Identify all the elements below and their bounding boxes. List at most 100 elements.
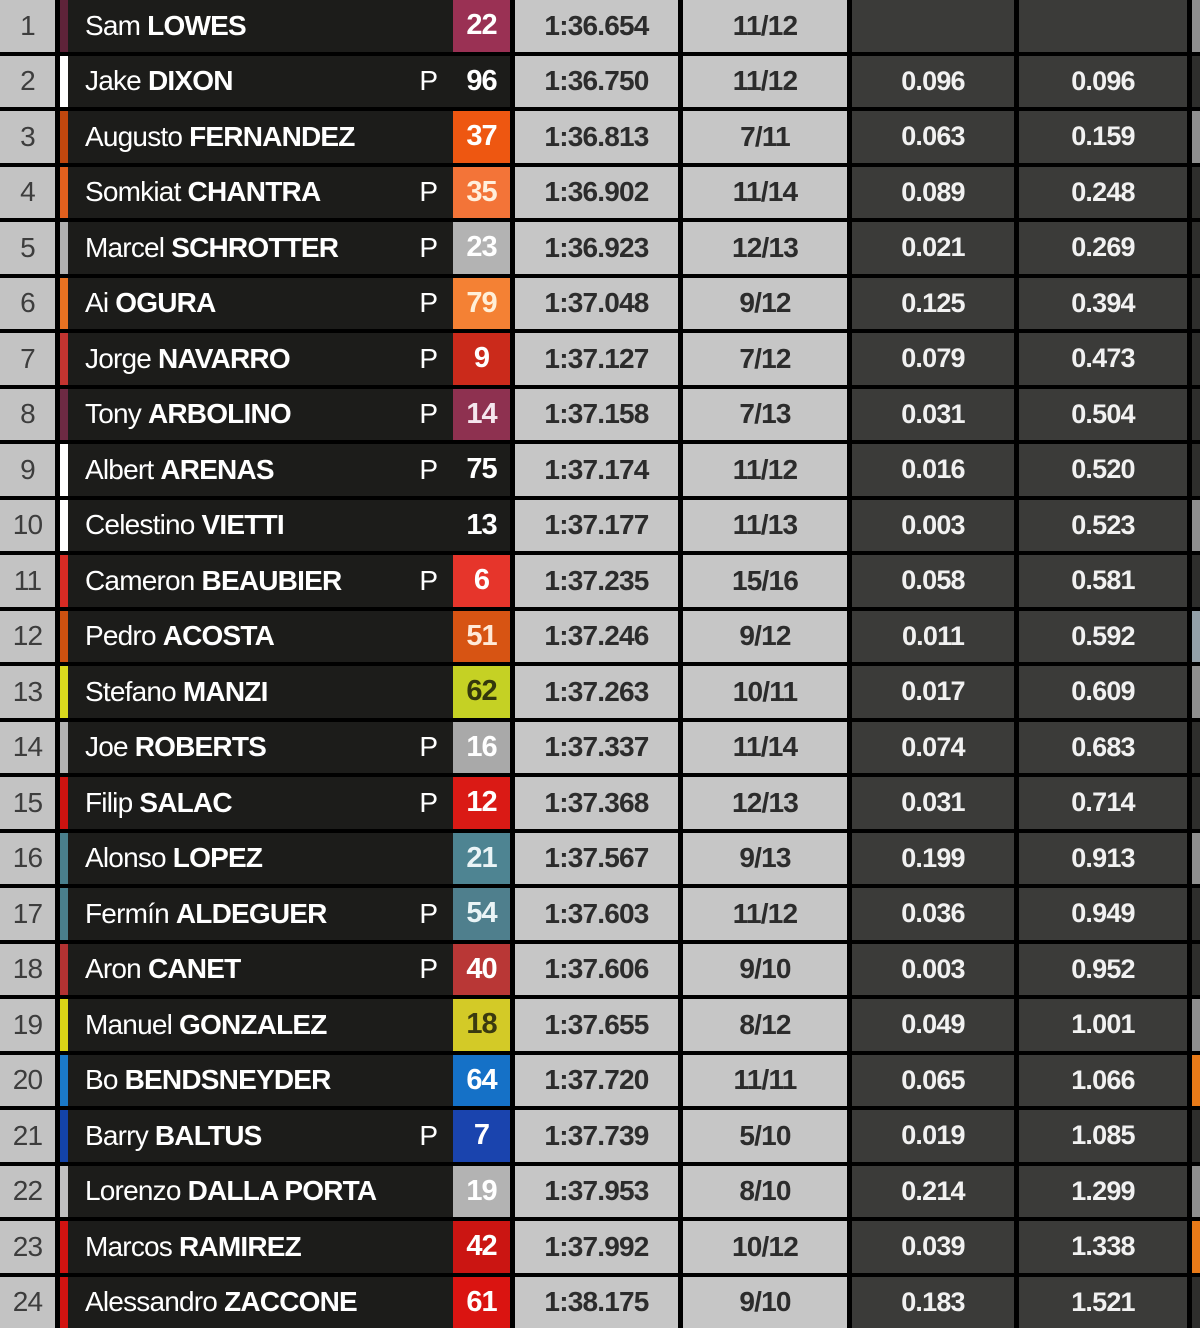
- rider-first-name: Jorge: [85, 342, 159, 374]
- right-edge-strip: [1192, 499, 1200, 551]
- best-lap-time-cell: 1:37.048: [515, 277, 678, 329]
- table-row[interactable]: 5 Marcel SCHROTTER P 23 1:36.923 12/13 0.021 0.…: [0, 222, 1200, 274]
- table-row[interactable]: 6 Ai OGURA P 79 1:37.048 9/12 0.125 0.394: [0, 277, 1200, 329]
- table-row[interactable]: 24 Alessandro ZACCONE 61 1:38.175 9/10 0.183 1…: [0, 1276, 1200, 1328]
- rider-name: Alessandro ZACCONE: [85, 1286, 358, 1318]
- lap-count-cell: 7/13: [683, 388, 847, 440]
- rider-cell: Filip SALAC P 12: [60, 777, 510, 829]
- lap-count-cell: 8/10: [683, 1165, 847, 1217]
- rider-number-badge: 37: [453, 111, 510, 163]
- lap-count-cell: 5/10: [683, 1110, 847, 1162]
- right-edge-strip: [1192, 666, 1200, 718]
- rider-number-badge: 54: [453, 888, 510, 940]
- lap-count-cell: 11/14: [683, 166, 847, 218]
- rider-first-name: Aron: [85, 953, 148, 985]
- best-lap-time-cell: 1:37.337: [515, 721, 678, 773]
- team-color-strip: [60, 0, 68, 52]
- position-cell: 7: [0, 333, 55, 385]
- table-row[interactable]: 22 Lorenzo DALLA PORTA 19 1:37.953 8/10 0.214…: [0, 1165, 1200, 1217]
- table-row[interactable]: 4 Somkiat CHANTRA P 35 1:36.902 11/14 0.089 0.2…: [0, 166, 1200, 218]
- table-row[interactable]: 8 Tony ARBOLINO P 14 1:37.158 7/13 0.031 0.504: [0, 388, 1200, 440]
- team-color-strip: [60, 1054, 68, 1106]
- best-lap-time-cell: 1:37.177: [515, 499, 678, 551]
- table-row[interactable]: 7 Jorge NAVARRO P 9 1:37.127 7/12 0.079 0.473: [0, 333, 1200, 385]
- pit-indicator: P: [419, 897, 438, 929]
- table-row[interactable]: 23 Marcos RAMIREZ 42 1:37.992 10/12 0.039 1.33…: [0, 1221, 1200, 1273]
- table-row[interactable]: 1 Sam LOWES 22 1:36.654 11/12: [0, 0, 1200, 52]
- table-row[interactable]: 20 Bo BENDSNEYDER 64 1:37.720 11/11 0.065 1.06…: [0, 1054, 1200, 1106]
- best-lap-time-cell: 1:37.953: [515, 1165, 678, 1217]
- rider-last-name: ACOSTA: [162, 620, 275, 652]
- gap-first-cell: 1.001: [1019, 999, 1187, 1051]
- best-lap-time-cell: 1:37.739: [515, 1110, 678, 1162]
- table-row[interactable]: 13 Stefano MANZI 62 1:37.263 10/11 0.017 0.609: [0, 666, 1200, 718]
- table-row[interactable]: 16 Alonso LOPEZ 21 1:37.567 9/13 0.199 0.913: [0, 832, 1200, 884]
- position-cell: 12: [0, 610, 55, 662]
- table-row[interactable]: 12 Pedro ACOSTA 51 1:37.246 9/12 0.011 0.592: [0, 610, 1200, 662]
- table-row[interactable]: 15 Filip SALAC P 12 1:37.368 12/13 0.031 0.714: [0, 777, 1200, 829]
- table-row[interactable]: 11 Cameron BEAUBIER P 6 1:37.235 15/16 0.058 0.…: [0, 555, 1200, 607]
- rider-cell: Fermín ALDEGUER P 54: [60, 888, 510, 940]
- rider-cell: Tony ARBOLINO P 14: [60, 388, 510, 440]
- right-edge-strip: [1192, 444, 1200, 496]
- position-cell: 3: [0, 111, 55, 163]
- position-cell: 24: [0, 1276, 55, 1328]
- rider-first-name: Alonso: [85, 842, 173, 874]
- gap-previous-cell: 0.183: [852, 1276, 1014, 1328]
- gap-first-cell: 0.952: [1019, 943, 1187, 995]
- gap-first-cell: 1.521: [1019, 1276, 1187, 1328]
- position-cell: 8: [0, 388, 55, 440]
- table-row[interactable]: 3 Augusto FERNANDEZ 37 1:36.813 7/11 0.063 0.1…: [0, 111, 1200, 163]
- gap-previous-cell: [852, 0, 1014, 52]
- table-row[interactable]: 17 Fermín ALDEGUER P 54 1:37.603 11/12 0.036 0.…: [0, 888, 1200, 940]
- right-edge-strip: [1192, 1165, 1200, 1217]
- rider-name: Alonso LOPEZ: [85, 842, 263, 874]
- best-lap-time-cell: 1:36.813: [515, 111, 678, 163]
- team-color-strip: [60, 832, 68, 884]
- rider-number-badge: 16: [453, 721, 510, 773]
- rider-number-badge: 6: [453, 555, 510, 607]
- rider-cell: Augusto FERNANDEZ 37: [60, 111, 510, 163]
- rider-first-name: Tony: [85, 398, 148, 430]
- rider-last-name: ROBERTS: [134, 731, 267, 763]
- table-row[interactable]: 14 Joe ROBERTS P 16 1:37.337 11/14 0.074 0.683: [0, 721, 1200, 773]
- rider-number-badge: 96: [466, 64, 497, 97]
- rider-last-name: FERNANDEZ: [189, 120, 355, 152]
- pit-indicator: P: [419, 731, 438, 763]
- right-edge-strip: [1192, 0, 1200, 52]
- rider-cell: Alonso LOPEZ 21: [60, 832, 510, 884]
- team-color-strip: [60, 777, 68, 829]
- rider-cell: Pedro ACOSTA 51: [60, 610, 510, 662]
- best-lap-time-cell: 1:37.127: [515, 333, 678, 385]
- rider-name: Cameron BEAUBIER: [85, 565, 342, 597]
- rider-first-name: Fermín: [85, 897, 176, 929]
- pit-indicator: P: [419, 953, 438, 985]
- right-edge-strip: [1192, 55, 1200, 107]
- rider-cell: Albert ARENAS P 75: [60, 444, 510, 496]
- right-edge-strip: [1192, 555, 1200, 607]
- table-row[interactable]: 21 Barry BALTUS P 7 1:37.739 5/10 0.019 1.085: [0, 1110, 1200, 1162]
- rider-first-name: Bo: [85, 1064, 125, 1096]
- position-cell: 6: [0, 277, 55, 329]
- rider-last-name: GONZALEZ: [179, 1008, 327, 1040]
- rider-last-name: VIETTI: [201, 509, 285, 541]
- rider-number-badge: 64: [453, 1054, 510, 1106]
- table-row[interactable]: 10 Celestino VIETTI 13 1:37.177 11/13 0.003 0.…: [0, 499, 1200, 551]
- team-color-strip: [60, 222, 68, 274]
- position-cell: 18: [0, 943, 55, 995]
- pit-indicator: P: [419, 176, 438, 208]
- team-color-strip: [60, 55, 68, 107]
- lap-count-cell: 9/10: [683, 1276, 847, 1328]
- table-row[interactable]: 2 Jake DIXON P 96 1:36.750 11/12 0.096 0.096: [0, 55, 1200, 107]
- table-row[interactable]: 19 Manuel GONZALEZ 18 1:37.655 8/12 0.049 1.00…: [0, 999, 1200, 1051]
- table-row[interactable]: 9 Albert ARENAS P 75 1:37.174 11/12 0.016 0.520: [0, 444, 1200, 496]
- rider-last-name: ARBOLINO: [147, 398, 292, 430]
- team-color-strip: [60, 1110, 68, 1162]
- rider-name: Sam LOWES: [85, 10, 247, 42]
- table-row[interactable]: 18 Aron CANET P 40 1:37.606 9/10 0.003 0.952: [0, 943, 1200, 995]
- position-cell: 5: [0, 222, 55, 274]
- best-lap-time-cell: 1:38.175: [515, 1276, 678, 1328]
- rider-first-name: Filip: [85, 786, 140, 818]
- pit-indicator: P: [419, 786, 438, 818]
